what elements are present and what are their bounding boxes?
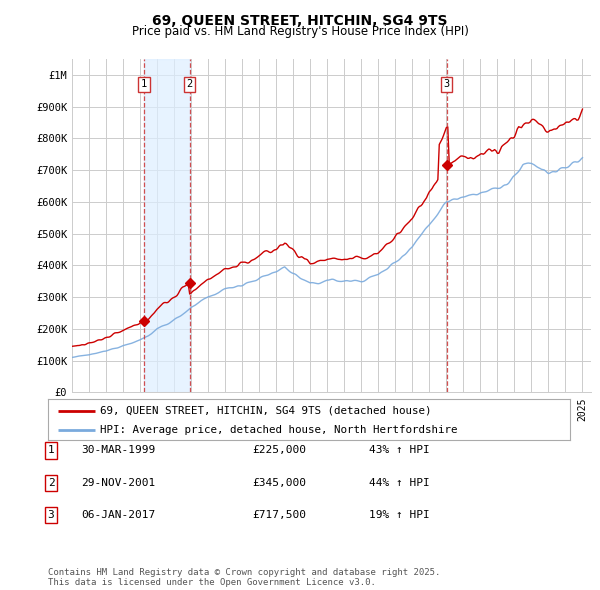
Text: 29-NOV-2001: 29-NOV-2001 <box>81 478 155 488</box>
Text: £345,000: £345,000 <box>252 478 306 488</box>
Text: 69, QUEEN STREET, HITCHIN, SG4 9TS (detached house): 69, QUEEN STREET, HITCHIN, SG4 9TS (deta… <box>100 406 432 416</box>
Text: 19% ↑ HPI: 19% ↑ HPI <box>369 510 430 520</box>
Text: £717,500: £717,500 <box>252 510 306 520</box>
Text: 1: 1 <box>47 445 55 455</box>
Text: 44% ↑ HPI: 44% ↑ HPI <box>369 478 430 488</box>
Text: 43% ↑ HPI: 43% ↑ HPI <box>369 445 430 455</box>
Text: Contains HM Land Registry data © Crown copyright and database right 2025.
This d: Contains HM Land Registry data © Crown c… <box>48 568 440 587</box>
Text: 30-MAR-1999: 30-MAR-1999 <box>81 445 155 455</box>
Text: 69, QUEEN STREET, HITCHIN, SG4 9TS: 69, QUEEN STREET, HITCHIN, SG4 9TS <box>152 14 448 28</box>
Text: HPI: Average price, detached house, North Hertfordshire: HPI: Average price, detached house, Nort… <box>100 425 458 434</box>
Text: 2: 2 <box>187 80 193 90</box>
Text: Price paid vs. HM Land Registry's House Price Index (HPI): Price paid vs. HM Land Registry's House … <box>131 25 469 38</box>
Text: 06-JAN-2017: 06-JAN-2017 <box>81 510 155 520</box>
Text: 3: 3 <box>443 80 450 90</box>
Text: 3: 3 <box>47 510 55 520</box>
Text: £225,000: £225,000 <box>252 445 306 455</box>
Text: 2: 2 <box>47 478 55 488</box>
Bar <box>144 59 190 392</box>
Text: 1: 1 <box>141 80 147 90</box>
